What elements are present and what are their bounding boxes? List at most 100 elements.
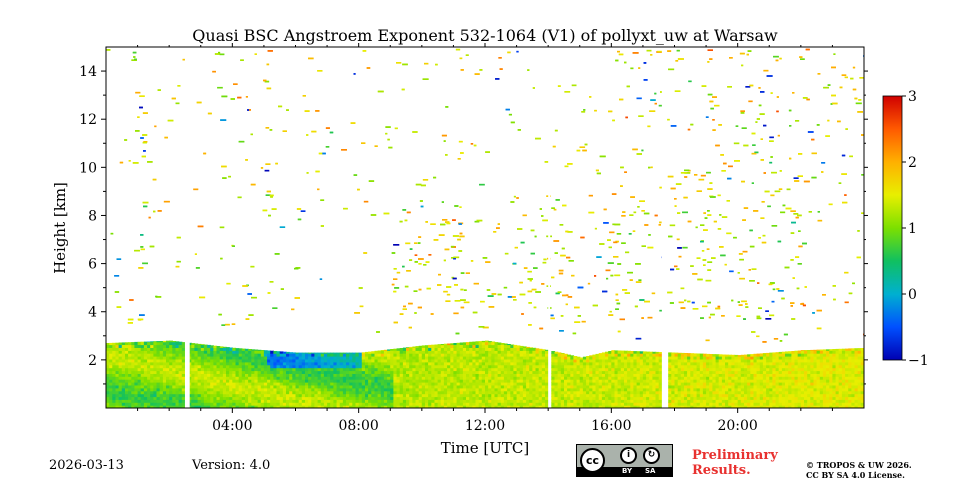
bl-cell [150,350,154,354]
bl-cell [510,347,515,351]
bl-cell [819,361,824,366]
bl-cell [772,384,777,389]
bl-cell [652,361,657,366]
bl-cell [257,399,262,403]
bl-cell [453,396,458,400]
bl-cell [172,387,177,392]
bl-cell [450,343,455,346]
bl-cell [633,390,638,395]
bl-cell [519,370,524,374]
bl-cell [522,358,527,363]
bl-cell [365,393,369,398]
bl-cell [794,367,799,372]
bl-cell [273,370,278,374]
bl-cell [257,405,262,408]
bl-cell [608,358,612,363]
bl-cell [443,364,448,369]
bl-cell [478,384,483,389]
bl-cell [731,354,736,357]
bl-cell [368,399,372,403]
bl-cell [267,387,271,392]
bl-cell [699,356,704,360]
bl-cell [744,390,748,395]
bl-cell [162,364,167,369]
bl-cell [699,402,704,406]
bl-cell [406,347,410,351]
bl-cell [655,396,660,400]
bl-cell [753,358,758,363]
bl-cell [579,370,584,374]
bl-cell [118,376,123,380]
bl-cell [368,405,372,408]
bl-cell [804,364,808,369]
bl-cell [564,358,568,363]
bl-cell [630,384,635,389]
bl-cell [642,405,647,408]
bl-cell [437,379,442,383]
bl-cell [282,361,287,366]
bl-cell [810,358,815,363]
bl-cell [137,356,142,360]
bl-cell [522,379,527,383]
bl-cell [671,370,676,374]
bl-cell [522,405,527,408]
bl-cell [756,376,761,380]
bl-cell [409,387,413,392]
bl-cell [162,405,167,408]
bl-cell [279,353,284,357]
bl-cell [150,356,154,360]
bl-cell [567,399,571,403]
bl-cell [431,384,436,389]
bl-cell [557,379,562,383]
bl-cell [813,373,818,377]
bl-cell [349,399,353,403]
bl-cell [557,405,562,408]
bl-cell [576,361,581,366]
bl-cell [399,356,404,360]
bl-cell [377,382,382,386]
bl-cell [191,376,196,380]
bl-cell [775,376,780,380]
bl-cell [832,370,837,374]
bl-cell [349,353,353,357]
bl-cell [598,384,603,389]
bl-cell [197,393,202,398]
bl-cell [857,376,862,380]
bl-cell [500,393,505,398]
bl-cell [797,376,802,380]
bl-cell [235,384,240,389]
bl-cell [668,382,672,386]
bl-cell [320,396,325,400]
bl-cell [412,399,417,403]
bl-cell [690,364,695,369]
bl-cell [788,376,792,380]
bl-cell [213,405,218,408]
bl-cell [314,364,319,369]
bl-cell [807,364,811,369]
bl-cell [706,370,710,374]
bl-cell [526,405,530,408]
bl-cell [308,353,312,357]
bl-cell [390,350,394,354]
bl-cell [560,382,565,386]
bl-cell [807,387,811,392]
bl-cell [485,376,489,380]
bl-cell [611,361,616,366]
bl-cell [541,402,546,406]
bl-cell [273,379,278,383]
bl-cell [194,402,199,406]
bl-cell [541,405,546,408]
bl-cell [655,361,660,366]
bl-cell [481,390,486,395]
bl-cell [273,376,278,380]
bl-cell [305,393,309,398]
bl-cell [582,373,587,377]
bl-cell [178,358,183,363]
bl-cell [800,370,805,374]
bl-cell [159,358,164,363]
bl-cell [639,353,644,357]
bl-cell [298,353,303,357]
bl-cell [456,390,461,395]
bl-cell [377,367,382,372]
bl-cell [402,402,407,406]
